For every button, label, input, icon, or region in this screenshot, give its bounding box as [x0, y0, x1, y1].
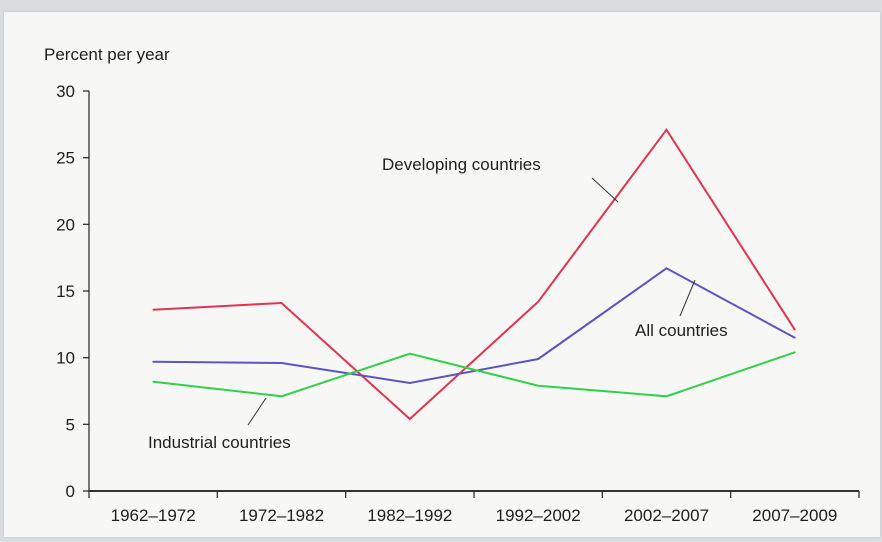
y-tick-label: 20	[56, 215, 75, 234]
data-point	[152, 308, 154, 311]
annotation-leader-line	[247, 397, 267, 426]
x-tick-label: 1972–1982	[239, 506, 324, 525]
x-tick-label: 1982–1992	[367, 506, 452, 525]
data-point	[665, 267, 668, 270]
line-chart: Percent per year 0 5 10 15 20 25 30 1962–1972 19…	[44, 45, 860, 525]
data-point	[409, 352, 411, 355]
data-point	[537, 300, 539, 303]
series-line	[153, 351, 796, 398]
series-annotation-label: Industrial countries	[148, 433, 291, 452]
annotations: Developing countries All countries Industr…	[148, 155, 728, 452]
y-axis-label: Percent per year	[44, 45, 170, 64]
series-annotation-label: All countries	[635, 321, 728, 340]
data-point	[280, 362, 283, 364]
data-point	[152, 360, 154, 363]
y-tick-label: 30	[56, 82, 75, 101]
axes: 0 5 10 15 20 25 30 1962–1972 1972–1982 1982–1992 1…	[56, 82, 860, 525]
data-point	[537, 384, 539, 387]
y-tick-label: 5	[66, 415, 75, 434]
x-tick-label: 1962–1972	[111, 506, 196, 525]
y-tick-label: 0	[66, 482, 75, 501]
data-point	[794, 328, 796, 331]
data-point	[280, 302, 283, 304]
data-point	[152, 380, 154, 383]
data-point	[794, 351, 796, 354]
data-point	[537, 358, 539, 360]
x-tick-label: 1992–2002	[496, 506, 581, 525]
data-point	[665, 395, 668, 398]
y-tick-label: 10	[56, 349, 75, 368]
y-tick-label: 15	[56, 282, 75, 301]
data-point	[665, 128, 668, 131]
series-line	[153, 127, 796, 421]
series-annotation-label: Developing countries	[382, 155, 541, 174]
x-tick-label: 2007–2009	[752, 506, 837, 525]
annotation-leader-line	[591, 177, 619, 203]
chart-panel: Percent per year 0 5 10 15 20 25 30 1962–1972 19…	[4, 12, 880, 537]
series-lines	[152, 127, 796, 421]
series-line	[153, 267, 796, 385]
data-point	[409, 418, 411, 420]
data-point	[794, 336, 796, 339]
data-point	[280, 395, 283, 398]
annotation-leader-line	[679, 279, 696, 317]
y-tick-label: 25	[56, 149, 75, 168]
data-point	[409, 382, 411, 384]
x-tick-label: 2002–2007	[624, 506, 709, 525]
